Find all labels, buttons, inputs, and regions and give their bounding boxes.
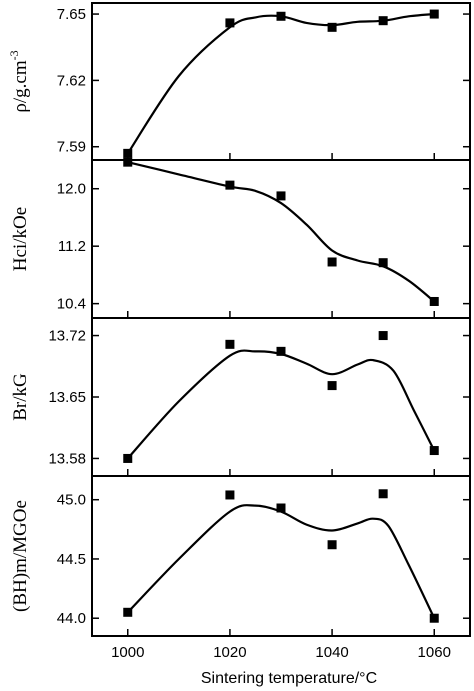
data-point [123,157,133,167]
x-tick-label: 1020 [213,644,246,661]
y-tick-label: 11.2 [58,238,86,255]
y-tick-label: 7.62 [57,72,86,89]
data-point [378,489,388,499]
fit-curve [126,349,436,460]
y-axis-label-text: (BH)m/MGOe [10,500,31,612]
data-point [123,453,133,463]
y-tick-label: 7.65 [57,6,86,23]
y-tick-label: 13.65 [48,389,86,406]
y-axis-label: Br/kG [10,373,31,421]
x-axis-label: Sintering temperature/°C [201,670,377,687]
data-point [429,9,439,19]
data-point [276,191,286,201]
data-point [225,339,235,349]
data-point [225,180,235,190]
panel-2: 10.4 11.2 12.0 Hci/kOe [10,157,471,319]
data-point [327,540,337,550]
data-point [225,18,235,28]
data-point [276,503,286,513]
data-point [225,490,235,500]
y-axis-label-text: Br/kG [10,373,31,421]
panel-frame [91,317,471,477]
fit-curve [127,504,436,619]
x-tick-label: 1060 [418,644,451,661]
panel-1: 7.59 7.62 7.65 ρ/g.cm-3 [7,2,471,161]
data-point [429,613,439,623]
y-axis-label: ρ/g.cm-3 [7,50,31,112]
data-point [276,346,286,356]
data-point [378,16,388,26]
data-point [276,11,286,21]
panel-frame [91,475,471,637]
fit-curve [126,13,435,155]
data-point [327,22,337,32]
y-tick-label: 45.0 [57,492,86,509]
x-tick-label: 1040 [315,644,348,661]
fit-curve [127,161,435,303]
y-tick-label: 10.4 [57,296,86,313]
data-point [327,381,337,391]
y-axis-label-text: ρ/g.cm [10,60,31,112]
data-point [378,331,388,341]
y-tick-label: 44.0 [57,610,86,627]
data-point [327,257,337,267]
data-point [123,607,133,617]
y-tick-label: 7.59 [57,139,86,156]
y-axis-label-sup: -3 [7,50,21,60]
panel-frame [91,159,471,319]
panel-frame [91,2,471,161]
panel-4: 44.0 44.5 45.0 (BH)m/MGOe [10,475,471,637]
data-point [429,296,439,306]
y-axis-label: (BH)m/MGOe [10,500,31,612]
y-tick-label: 13.72 [48,328,86,345]
panel-3: 13.58 13.65 13.72 Br/kG [10,317,471,477]
data-point [123,148,133,158]
y-axis-label-text: Hci/kOe [10,207,31,271]
y-tick-label: 44.5 [57,551,86,568]
y-tick-label: 13.58 [48,450,86,467]
y-axis-label: Hci/kOe [10,207,31,271]
x-tick-label: 1000 [111,644,144,661]
data-point [378,258,388,268]
data-point [429,446,439,456]
y-tick-label: 12.0 [57,181,86,198]
